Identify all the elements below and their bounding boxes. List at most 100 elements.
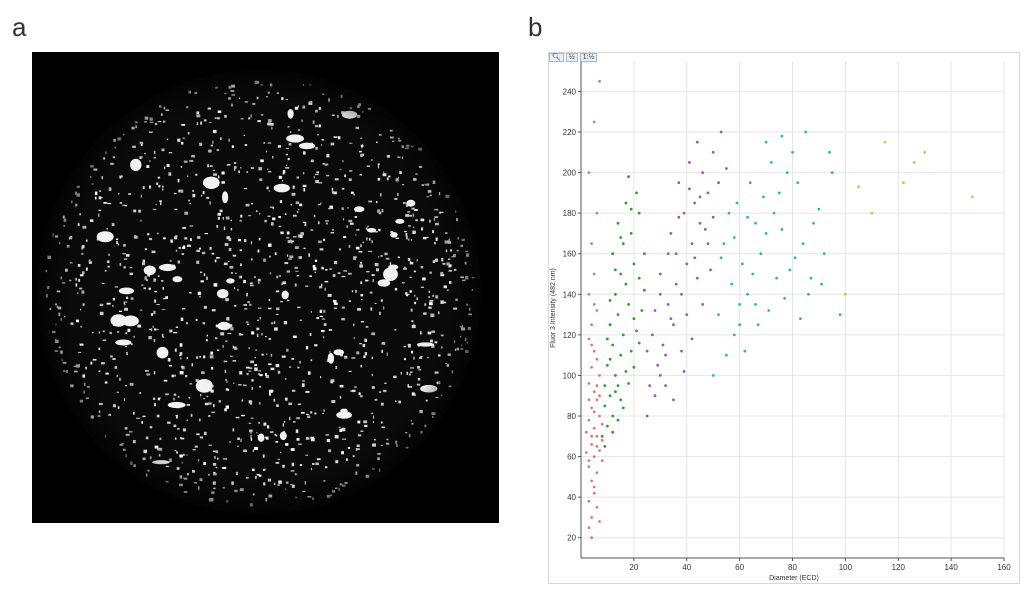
data-point-cluster-3 [685,262,689,266]
data-point-cluster-1 [598,414,601,418]
data-point-cluster-3 [664,384,667,387]
data-point-cluster-1 [587,459,591,462]
panel-label-a: a [12,12,27,42]
data-point-cluster-2 [621,333,625,337]
data-point-cluster-1 [595,357,599,361]
data-point-cluster-2 [627,382,630,385]
data-point-cluster-4 [727,211,731,215]
data-point-cluster-1 [592,491,596,495]
data-point-cluster-4 [746,215,749,219]
y-tick-label: 80 [567,412,576,421]
zoom-half-button[interactable]: ½ [565,53,578,62]
data-point-cluster-2 [603,384,607,387]
data-point-cluster-2 [632,365,636,369]
y-tick-label: 140 [563,290,577,299]
data-point-cluster-2 [603,404,607,408]
zoom-ratio-button[interactable]: 1:½ [579,53,598,62]
data-point-cluster-3 [669,317,673,320]
data-point-cluster-3 [645,414,649,418]
data-point-cluster-4 [738,323,741,327]
data-point-cluster-2 [619,353,623,357]
data-point-cluster-2 [616,313,620,316]
data-point-cluster-2 [627,175,630,178]
x-tick-label: 160 [997,563,1011,572]
data-point-cluster-4 [748,181,752,185]
data-point-cluster-5 [870,211,874,215]
data-point-cluster-4 [764,232,768,235]
data-point-cluster-1 [587,171,591,174]
data-point-cluster-3 [674,252,678,256]
data-point-cluster-3 [658,292,662,296]
data-point-cluster-1 [584,430,588,434]
data-point-cluster-2 [611,430,615,434]
data-point-cluster-3 [672,398,675,402]
data-point-cluster-4 [830,171,834,174]
data-point-cluster-4 [812,221,815,225]
data-point-cluster-2 [619,272,623,276]
data-point-cluster-1 [590,443,593,446]
data-point-cluster-1 [595,211,599,215]
data-point-cluster-4 [764,140,768,144]
data-point-cluster-3 [666,303,670,306]
data-point-cluster-3 [645,349,649,353]
data-point-cluster-2 [611,252,615,256]
data-point-cluster-3 [651,333,654,337]
data-point-cluster-1 [595,471,599,475]
data-point-cluster-4 [717,313,720,316]
data-point-cluster-3 [677,181,681,185]
data-point-cluster-3 [688,187,691,191]
data-point-cluster-3 [695,276,699,280]
data-point-cluster-4 [780,134,784,138]
data-point-cluster-1 [598,520,601,523]
data-point-cluster-4 [740,262,744,266]
x-tick-label: 60 [735,563,744,572]
data-point-cluster-4 [785,171,789,174]
data-point-cluster-3 [674,282,678,286]
data-point-cluster-4 [759,252,763,256]
data-point-cluster-4 [772,211,776,215]
data-point-cluster-1 [587,398,591,402]
data-point-cluster-1 [590,516,593,519]
data-point-cluster-4 [762,195,765,199]
data-point-cluster-1 [587,337,591,341]
magnifier-icon[interactable]: 🔍︎ [549,53,564,62]
data-point-cluster-3 [669,232,673,235]
data-point-cluster-2 [619,236,623,239]
data-point-cluster-3 [682,370,686,373]
data-point-cluster-4 [817,207,821,211]
data-point-cluster-2 [637,211,641,215]
data-point-cluster-2 [643,288,646,292]
data-point-cluster-2 [643,252,646,256]
y-tick-label: 240 [563,87,577,96]
data-point-cluster-1 [595,505,599,509]
data-point-cluster-2 [624,282,628,286]
data-point-cluster-2 [614,292,617,296]
data-point-cluster-3 [719,130,723,134]
micrograph-panel [32,52,499,523]
y-tick-label: 60 [567,453,576,462]
data-point-cluster-3 [666,252,670,256]
data-point-cluster-5 [844,292,847,296]
data-point-cluster-4 [743,349,747,353]
data-point-cluster-4 [754,303,757,306]
data-point-cluster-2 [624,370,628,373]
y-tick-label: 160 [563,250,577,259]
data-point-cluster-5 [902,181,905,185]
data-point-cluster-1 [587,499,591,503]
data-point-cluster-2 [632,317,636,320]
points-layer [584,79,974,540]
data-point-cluster-1 [592,272,596,276]
y-tick-label: 180 [563,209,577,218]
x-tick-label: 20 [629,563,638,572]
data-point-cluster-2 [611,414,615,418]
data-point-cluster-3 [680,349,683,353]
data-point-cluster-3 [664,353,667,357]
data-point-cluster-2 [603,445,607,448]
disc-vignette [37,70,481,514]
data-point-cluster-2 [632,262,636,266]
x-axis-label: Diameter (ECD) [769,575,819,582]
y-tick-label: 220 [563,128,577,137]
data-point-cluster-3 [656,363,660,367]
data-point-cluster-3 [709,268,712,272]
data-point-cluster-3 [680,292,683,296]
